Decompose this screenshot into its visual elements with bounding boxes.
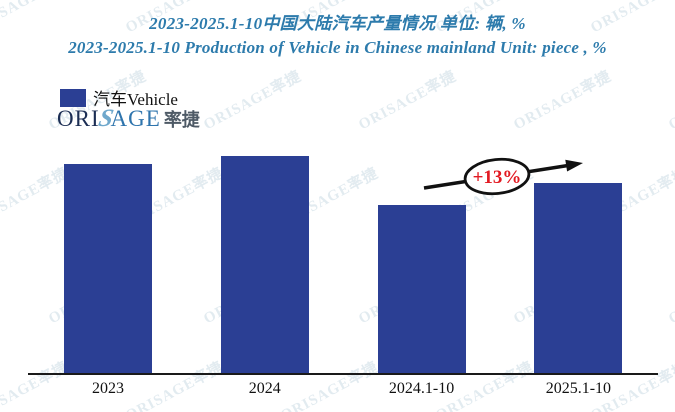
x-axis-label-2024: 2024 xyxy=(248,380,281,397)
chart-title-en: 2023-2025.1-10 Production of Vehicle in … xyxy=(68,38,607,57)
x-axis-line xyxy=(28,373,658,375)
bar-2024.1-10 xyxy=(377,205,466,373)
logo-text-ori: ORI xyxy=(57,106,100,131)
chart-title-zh: 2023-2025.1-10中国大陆汽车产量情况 单位: 辆, % xyxy=(149,14,526,33)
logo-text-cn: 率捷 xyxy=(163,110,200,130)
bar-2024 xyxy=(220,156,309,373)
x-axis-label-2025.1-10: 2025.1-10 xyxy=(545,380,612,397)
chart-title: 2023-2025.1-10中国大陆汽车产量情况 单位: 辆, % 2023-2… xyxy=(0,9,675,58)
legend: 汽车Vehicle xyxy=(60,85,178,110)
legend-label: 汽车Vehicle xyxy=(93,90,178,109)
logo-text-age: AGE xyxy=(110,106,161,131)
legend-swatch-icon xyxy=(60,88,86,107)
x-axis-label-2024.1-10: 2024.1-10 xyxy=(388,380,455,397)
orisage-logo: ORI S AGE 率捷 xyxy=(57,105,200,133)
x-axis-label-2023: 2023 xyxy=(92,380,124,397)
bar-2023 xyxy=(64,164,152,373)
bar-2025.1-10 xyxy=(534,183,623,373)
